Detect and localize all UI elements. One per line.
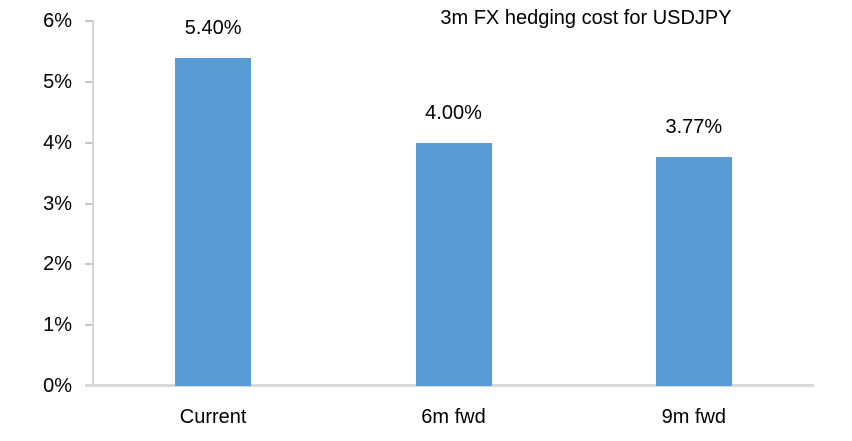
x-category-label: 9m fwd [661, 406, 727, 428]
y-tick-mark [85, 202, 93, 205]
bar-6m-fwd [415, 142, 492, 386]
bar-value-label: 4.00% [425, 101, 482, 124]
y-axis-line [92, 20, 94, 386]
y-tick-label: 1% [43, 314, 72, 337]
bar-9m-fwd [655, 156, 732, 386]
bar-current [175, 57, 252, 386]
y-tick-label: 6% [43, 10, 72, 32]
y-tick-mark [85, 324, 93, 327]
y-tick-label: 2% [43, 253, 72, 276]
y-tick-label: 4% [43, 131, 72, 154]
bar-value-label: 3.77% [665, 115, 723, 138]
x-category-label: Current [179, 406, 247, 428]
y-tick-mark [85, 141, 93, 144]
y-tick-mark [85, 20, 93, 22]
x-category-label: 6m fwd [421, 406, 486, 428]
chart-title: 3m FX hedging cost for USDJPY [440, 7, 732, 29]
y-tick-mark [85, 263, 93, 266]
y-tick-mark [85, 80, 93, 83]
y-tick-label: 3% [43, 192, 72, 215]
bar-value-label: 5.40% [184, 16, 242, 39]
y-tick-label: 5% [43, 70, 72, 93]
y-tick-label: 0% [43, 375, 72, 397]
